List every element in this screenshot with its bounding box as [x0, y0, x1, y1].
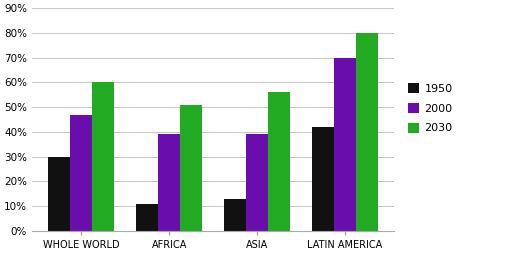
Bar	[268, 92, 290, 231]
Bar	[92, 82, 114, 231]
Bar	[224, 199, 246, 231]
Bar	[136, 204, 158, 231]
Legend: 1950, 2000, 2030: 1950, 2000, 2030	[403, 79, 457, 138]
Bar	[312, 127, 334, 231]
Bar	[158, 134, 180, 231]
Bar	[71, 115, 92, 231]
Bar	[246, 134, 268, 231]
Bar	[356, 33, 378, 231]
Bar	[180, 105, 202, 231]
Bar	[334, 58, 356, 231]
Bar	[49, 157, 71, 231]
